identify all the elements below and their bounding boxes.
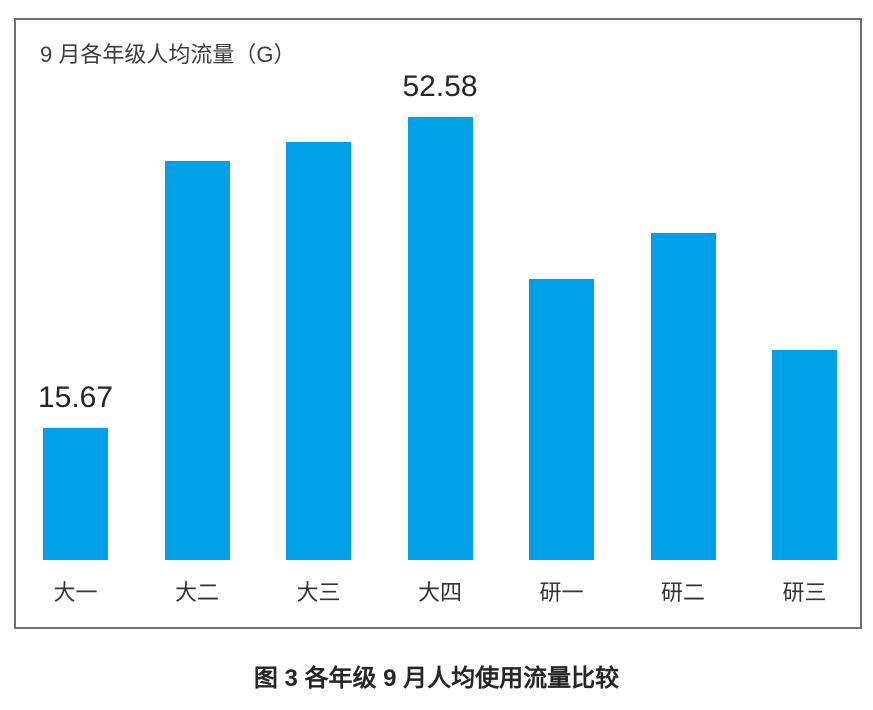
bar-研一 bbox=[529, 279, 594, 560]
category-label: 大三 bbox=[296, 580, 341, 605]
bar-研三 bbox=[772, 350, 837, 560]
category-label: 研三 bbox=[782, 580, 827, 605]
bar-大四: 52.58 bbox=[402, 70, 478, 560]
category-label: 大四 bbox=[417, 580, 462, 605]
category-labels-row: 大一 大二 大三 大四 研一 研二 研三 bbox=[43, 575, 837, 607]
chart-title: 9 月各年级人均流量（G） bbox=[40, 42, 296, 67]
category-label: 大一 bbox=[53, 580, 98, 605]
bar-大三 bbox=[286, 142, 351, 560]
bar-研二 bbox=[650, 233, 716, 560]
bar-value-label: 15.67 bbox=[37, 381, 114, 414]
figure-caption: 图 3 各年级 9 月人均使用流量比较 bbox=[253, 665, 620, 692]
bar-大一: 15.67 bbox=[38, 381, 113, 560]
bars-row: 15.67 52.58 bbox=[38, 70, 837, 560]
category-label: 研二 bbox=[660, 580, 705, 605]
category-label: 大二 bbox=[174, 580, 219, 605]
chart-frame: 9 月各年级人均流量（G） 15.67 52.58 大一 大二 大三 大四 研一 研二 研三 bbox=[14, 18, 862, 629]
category-label: 研一 bbox=[539, 580, 584, 605]
bar-大二 bbox=[164, 161, 230, 560]
bar-value-label: 52.58 bbox=[402, 70, 478, 103]
